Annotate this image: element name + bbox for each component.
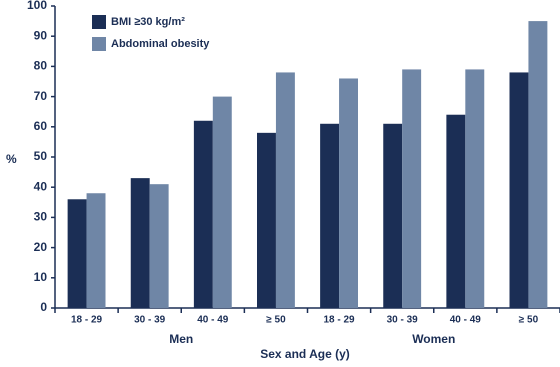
y-tick-label: 0 bbox=[40, 300, 47, 314]
bar bbox=[339, 78, 358, 308]
y-tick-label: 40 bbox=[34, 179, 48, 193]
bar bbox=[149, 184, 169, 308]
group-label: Women bbox=[412, 332, 455, 346]
y-tick-label: 70 bbox=[34, 89, 48, 103]
y-tick-label: 30 bbox=[34, 210, 48, 224]
bar bbox=[383, 123, 403, 308]
y-tick-label: 20 bbox=[34, 240, 48, 254]
x-tick-label: 18 - 29 bbox=[71, 315, 103, 326]
x-tick-label: 30 - 39 bbox=[134, 315, 166, 326]
x-tick-label: 30 - 39 bbox=[387, 315, 419, 326]
bar bbox=[320, 123, 340, 308]
legend-label: BMI ≥30 kg/m² bbox=[111, 16, 185, 28]
y-axis-label: % bbox=[6, 152, 17, 166]
y-tick-label: 80 bbox=[34, 59, 48, 73]
legend-swatch bbox=[92, 37, 106, 51]
group-label: Men bbox=[169, 332, 193, 346]
bar bbox=[528, 21, 548, 308]
legend-swatch bbox=[92, 15, 106, 29]
x-tick-label: 40 - 49 bbox=[197, 315, 229, 326]
bar bbox=[465, 69, 485, 308]
bar bbox=[193, 120, 213, 308]
x-tick-label: 40 - 49 bbox=[450, 315, 482, 326]
x-tick-label: 18 - 29 bbox=[323, 315, 355, 326]
x-axis-label: Sex and Age (y) bbox=[260, 347, 350, 361]
y-tick-label: 50 bbox=[34, 149, 48, 163]
x-tick-label: ≥ 50 bbox=[266, 315, 286, 326]
bar bbox=[257, 132, 276, 308]
legend-label: Abdominal obesity bbox=[111, 38, 210, 50]
x-tick-label: ≥ 50 bbox=[519, 315, 539, 326]
bar bbox=[446, 114, 466, 308]
bar bbox=[275, 72, 295, 308]
y-tick-label: 100 bbox=[27, 0, 47, 12]
bar bbox=[130, 178, 150, 308]
bar bbox=[212, 96, 232, 308]
y-tick-label: 90 bbox=[34, 28, 48, 42]
y-tick-label: 60 bbox=[34, 119, 48, 133]
bar bbox=[509, 72, 529, 308]
bar bbox=[67, 199, 87, 308]
bar bbox=[86, 193, 106, 308]
y-tick-label: 10 bbox=[34, 270, 48, 284]
bar bbox=[402, 69, 422, 308]
